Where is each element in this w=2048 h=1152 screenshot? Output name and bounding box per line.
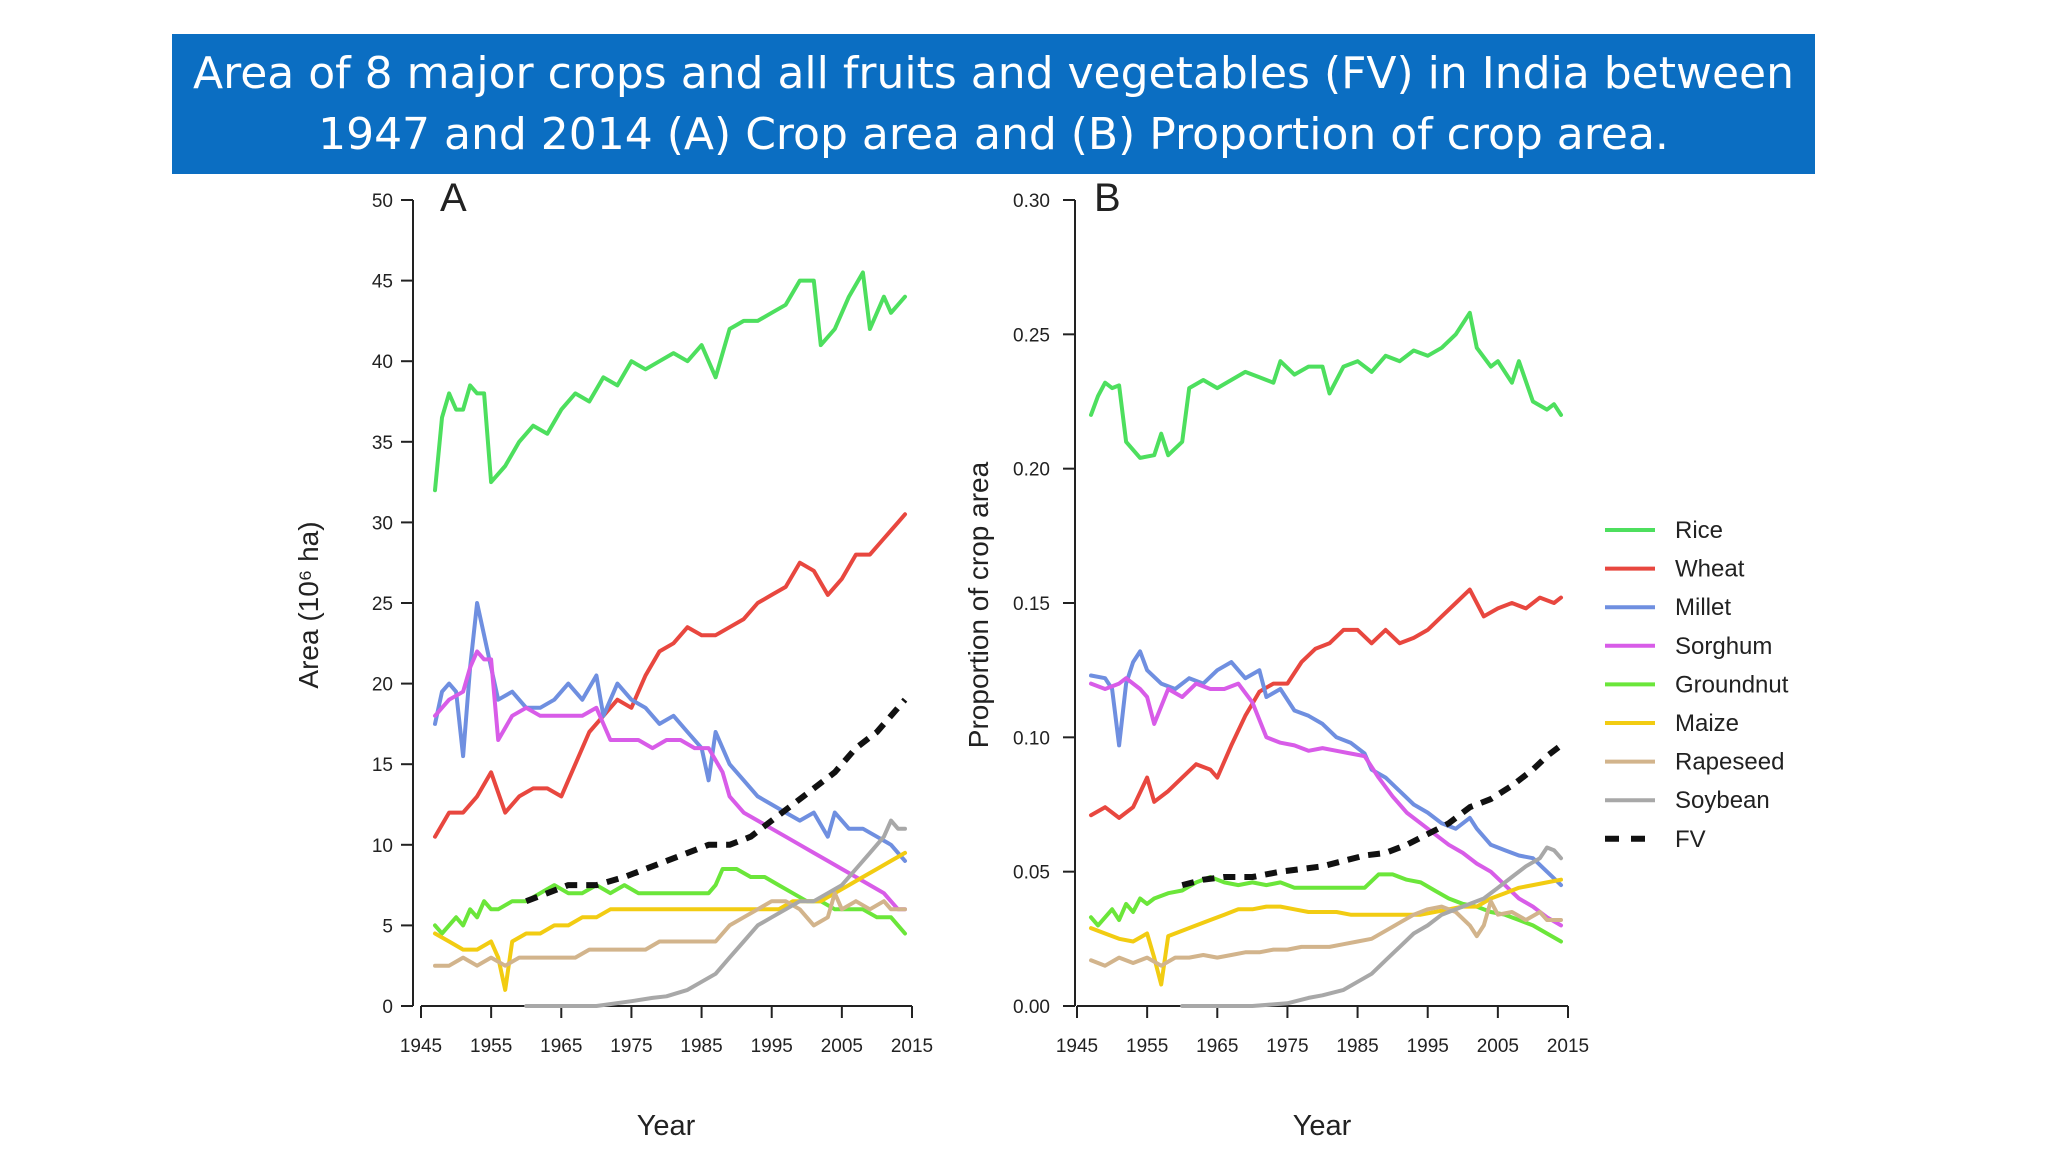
panel-b-x-label: Year	[1293, 1110, 1352, 1142]
panel-a-x-tick-label: 1975	[610, 1036, 652, 1057]
panel-a-y-tick-label: 0	[382, 997, 393, 1018]
panel-a-series-millet	[433, 601, 907, 863]
panel-a-x-tick-label: 1945	[400, 1036, 442, 1057]
panel-b-y-label: Proportion of crop area	[963, 461, 994, 748]
panel-b-series-maize	[1089, 877, 1563, 987]
panel-a-y-tick-label: 35	[372, 433, 393, 454]
panel-a-x-tick-label: 1955	[470, 1036, 512, 1057]
legend-label-fv: FV	[1675, 826, 1706, 853]
panel-b-x-tick-label: 1965	[1196, 1036, 1238, 1057]
panel-a-x-tick-label: 2005	[821, 1036, 863, 1057]
panel-a-y-tick-label: 25	[372, 594, 393, 615]
panel-a-series-maize	[433, 850, 907, 992]
panel-b-y-tick-label: 0.25	[1013, 325, 1050, 346]
panel-b-series-wheat	[1089, 587, 1563, 820]
panel-a-series-fv	[525, 697, 908, 905]
panel-a-y-tick-label: 50	[372, 191, 393, 212]
panel-b-y-tick-label: 0.05	[1013, 863, 1050, 884]
panel-a-y-tick-label: 45	[372, 272, 393, 293]
panel-a-x-tick-label: 2015	[891, 1036, 933, 1057]
title-banner: Area of 8 major crops and all fruits and…	[172, 34, 1815, 174]
panel-a-y-tick-label: 15	[372, 755, 393, 776]
panel-b-series-millet	[1089, 649, 1563, 888]
legend-label-groundnut: Groundnut	[1675, 671, 1789, 698]
panel-a-series-wheat	[433, 512, 907, 839]
legend-label-rice: Rice	[1675, 517, 1723, 544]
panel-a-y-tick-label: 10	[372, 836, 393, 857]
panel-b-y-tick-label: 0.20	[1013, 460, 1050, 481]
panel-b-x-tick-label: 1955	[1126, 1036, 1168, 1057]
figure-title: Area of 8 major crops and all fruits and…	[192, 48, 1795, 160]
panel-a-y-tick-label: 5	[382, 916, 393, 937]
panel-a-y-tick-label: 30	[372, 513, 393, 534]
legend-label-soybean: Soybean	[1675, 787, 1770, 814]
panel-b-x-tick-label: 1995	[1407, 1036, 1449, 1057]
panel-a-series-soybean	[524, 818, 907, 1008]
panel-a-x-label: Year	[637, 1110, 696, 1142]
legend-label-millet: Millet	[1675, 594, 1731, 621]
legend-label-maize: Maize	[1675, 710, 1739, 737]
panel-b-label: B	[1094, 176, 1121, 220]
panel-a-y-label: Area (10⁶ ha)	[293, 521, 324, 688]
panel-b-x-tick-label: 2015	[1547, 1036, 1589, 1057]
panel-b-x-tick-label: 2005	[1477, 1036, 1519, 1057]
panel-b-x-tick-label: 1985	[1336, 1036, 1378, 1057]
panel-b-y-tick-label: 0.00	[1013, 997, 1050, 1018]
legend-label-rapeseed: Rapeseed	[1675, 749, 1784, 776]
panel-b-series-rice	[1089, 310, 1563, 460]
panel-a-series-rapeseed	[433, 891, 907, 968]
panel-b-y-tick-label: 0.15	[1013, 594, 1050, 615]
panel-b-x-tick-label: 1945	[1056, 1036, 1098, 1057]
panel-a-x-tick-label: 1965	[540, 1036, 582, 1057]
panel-a-x-tick-label: 1995	[751, 1036, 793, 1057]
panel-b-y-tick-label: 0.10	[1013, 728, 1050, 749]
panel-b-series-fv	[1181, 743, 1563, 889]
legend-label-wheat: Wheat	[1675, 556, 1745, 583]
panel-a-label: A	[440, 176, 467, 220]
panel-b-series-rapeseed	[1089, 899, 1563, 968]
panel-a-y-tick-label: 40	[372, 352, 393, 373]
panel-b-series-soybean	[1180, 845, 1563, 1008]
panel-b-x-tick-label: 1975	[1266, 1036, 1308, 1057]
panel-a-x-tick-label: 1985	[680, 1036, 722, 1057]
panel-a-series-sorghum	[433, 649, 907, 912]
legend-label-sorghum: Sorghum	[1675, 633, 1772, 660]
panel-a-series-rice	[433, 270, 907, 493]
panel-a-y-tick-label: 20	[372, 675, 393, 696]
panel-b-series-sorghum	[1089, 676, 1563, 928]
panel-b-y-tick-label: 0.30	[1013, 191, 1050, 212]
